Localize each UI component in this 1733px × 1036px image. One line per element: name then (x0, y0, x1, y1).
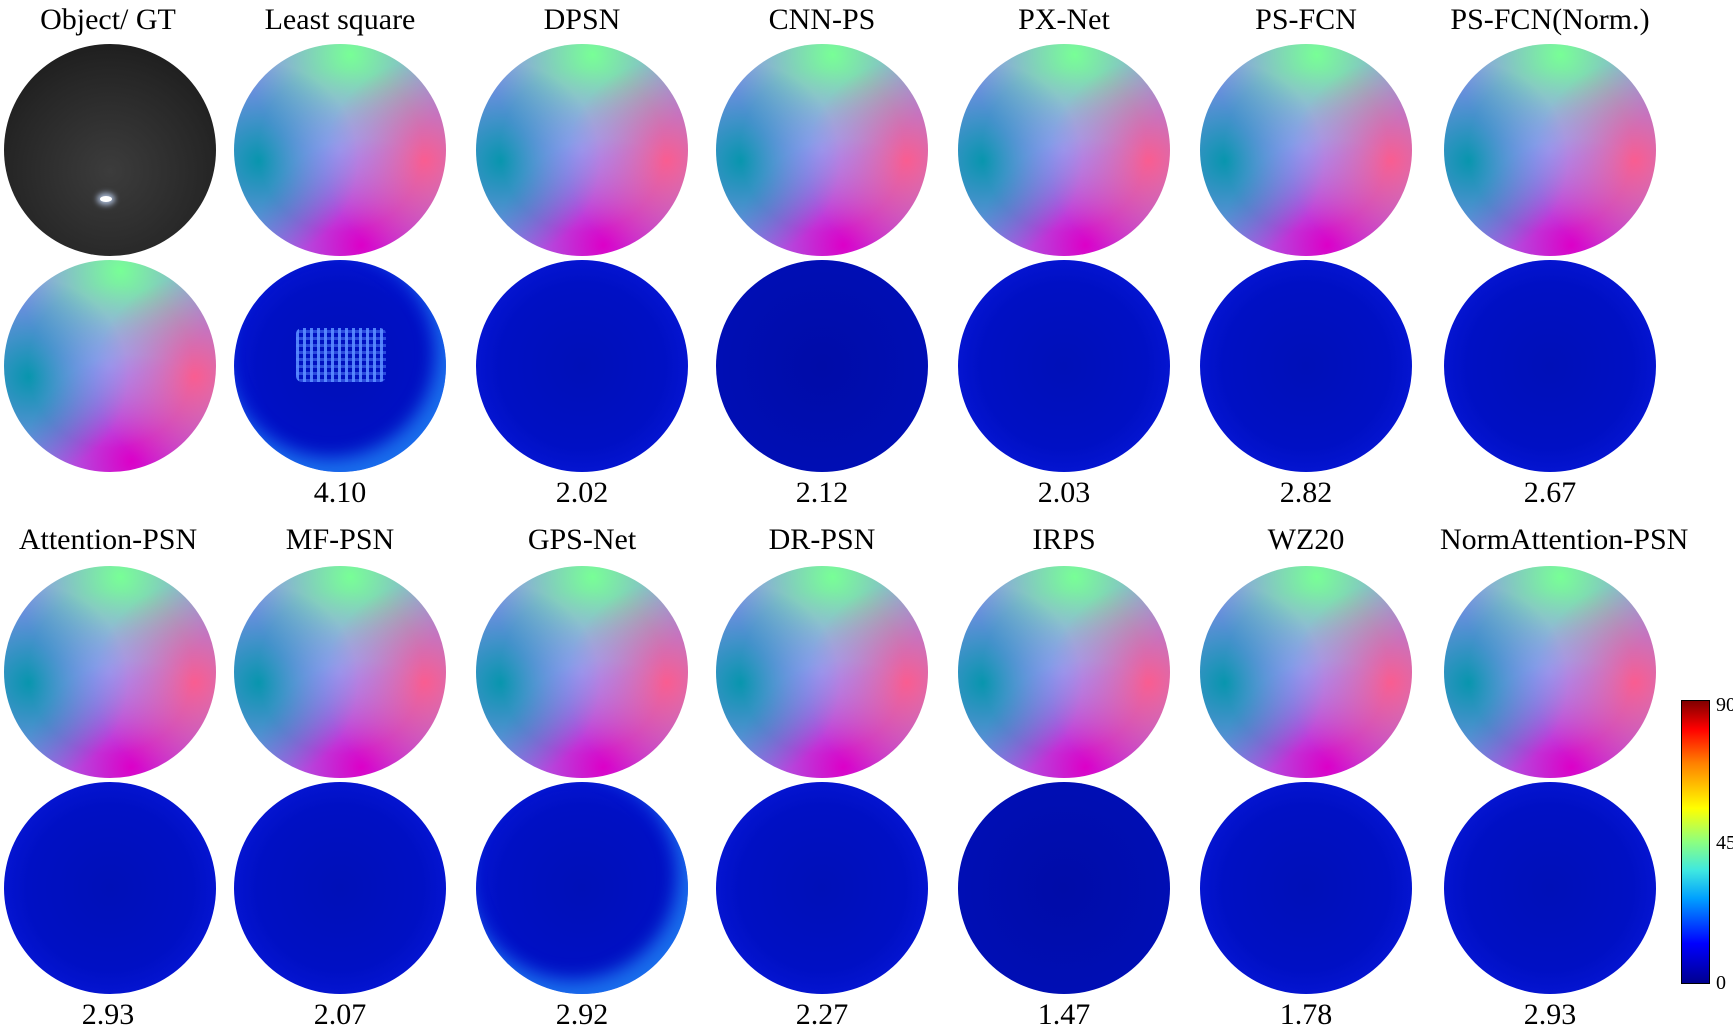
normal-map-ps-fcn (1200, 44, 1412, 256)
normal-map-irps (958, 566, 1170, 778)
error-map-ps-fcn (1200, 260, 1412, 472)
label-cnn-ps: CNN-PS (768, 3, 876, 36)
error-value-gps-net: 2.92 (555, 998, 609, 1031)
colorbar-tick-max: 90 (1716, 694, 1733, 716)
error-map-px-net (958, 260, 1170, 472)
label-dr-psn: DR-PSN (768, 523, 876, 556)
error-map-wz20 (1200, 782, 1412, 994)
label-mf-psn: MF-PSN (285, 523, 395, 556)
normal-map-attention-psn (4, 566, 216, 778)
normal-map-dr-psn (716, 566, 928, 778)
label-least-square: Least square (264, 3, 416, 36)
normal-map-wz20 (1200, 566, 1412, 778)
ground-truth-normal-map (4, 260, 216, 472)
label-gps-net: GPS-Net (527, 523, 637, 556)
label-irps: IRPS (1032, 523, 1096, 556)
label-px-net: PX-Net (1018, 3, 1110, 36)
error-map-mf-psn (234, 782, 446, 994)
error-map-cnn-ps (716, 260, 928, 472)
label-ps-fcn: PS-FCN (1255, 3, 1357, 36)
error-value-px-net: 2.03 (1037, 476, 1091, 509)
error-value-cnn-ps: 2.12 (795, 476, 849, 509)
error-value-irps: 1.47 (1037, 998, 1091, 1031)
error-value-least-square: 4.10 (313, 476, 367, 509)
normal-map-gps-net (476, 566, 688, 778)
normal-map-dpsn (476, 44, 688, 256)
label-dpsn: DPSN (543, 3, 621, 36)
error-map-dpsn (476, 260, 688, 472)
error-map-dr-psn (716, 782, 928, 994)
error-map-ps-fcn-norm (1444, 260, 1656, 472)
normal-map-px-net (958, 44, 1170, 256)
normal-map-mf-psn (234, 566, 446, 778)
normal-map-ps-fcn-norm (1444, 44, 1656, 256)
error-colorbar (1681, 700, 1710, 984)
error-value-dr-psn: 2.27 (795, 998, 849, 1031)
error-map-gps-net (476, 782, 688, 994)
colorbar-tick-min: 0 (1716, 972, 1726, 994)
object-image (4, 44, 216, 256)
normal-map-cnn-ps (716, 44, 928, 256)
error-map-attention-psn (4, 782, 216, 994)
error-map-irps (958, 782, 1170, 994)
label-attention-psn: Attention-PSN (18, 523, 198, 556)
normal-map-least-square (234, 44, 446, 256)
error-map-least-square (234, 260, 446, 472)
error-value-normattention-psn: 2.93 (1523, 998, 1577, 1031)
error-map-normattention-psn (1444, 782, 1656, 994)
label-object-gt: Object/ GT (40, 3, 176, 36)
normal-map-normattention-psn (1444, 566, 1656, 778)
error-value-attention-psn: 2.93 (81, 998, 135, 1031)
error-value-wz20: 1.78 (1279, 998, 1333, 1031)
label-normattention-psn: NormAttention-PSN (1440, 523, 1689, 556)
label-ps-fcn-norm: PS-FCN(Norm.) (1450, 3, 1650, 36)
label-wz20: WZ20 (1267, 523, 1345, 556)
error-value-ps-fcn-norm: 2.67 (1523, 476, 1577, 509)
error-value-mf-psn: 2.07 (313, 998, 367, 1031)
colorbar-tick-mid: 45 (1716, 832, 1733, 854)
error-value-dpsn: 2.02 (555, 476, 609, 509)
error-value-ps-fcn: 2.82 (1279, 476, 1333, 509)
